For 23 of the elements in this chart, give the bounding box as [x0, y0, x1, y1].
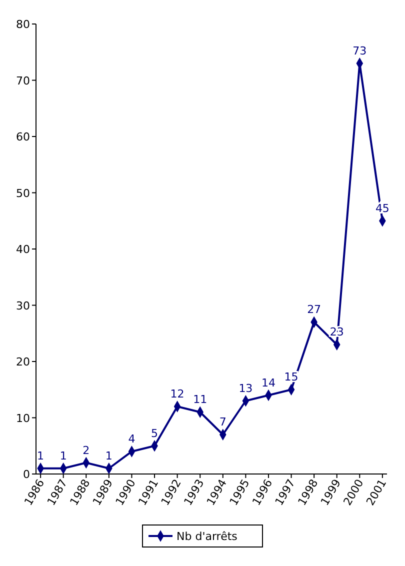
y-tick-label: 70: [16, 74, 30, 88]
data-label: 12: [170, 388, 184, 400]
y-tick-label: 20: [16, 356, 30, 368]
data-label: 4: [128, 432, 136, 446]
y-tick-label: 40: [16, 243, 30, 256]
data-label: 14: [261, 376, 276, 390]
data-label: 1: [60, 449, 67, 462]
data-label: 1: [37, 449, 44, 462]
y-tick-label: 50: [16, 186, 30, 200]
data-label: 73: [352, 44, 367, 58]
y-tick-label: 0: [23, 468, 30, 481]
y-tick-label: 80: [16, 18, 30, 31]
y-tick-label: 60: [16, 130, 30, 144]
data-label: 11: [193, 393, 208, 406]
data-label: 13: [238, 382, 253, 395]
legend-label: Nb d'arrêts: [176, 530, 238, 543]
y-tick-label: 30: [16, 299, 30, 312]
data-label: 27: [307, 303, 322, 316]
y-tick-label: 10: [16, 412, 30, 425]
data-label: 1: [105, 449, 112, 462]
data-label: 7: [219, 416, 226, 429]
data-label: 5: [151, 426, 158, 440]
data-label: 2: [82, 444, 90, 457]
